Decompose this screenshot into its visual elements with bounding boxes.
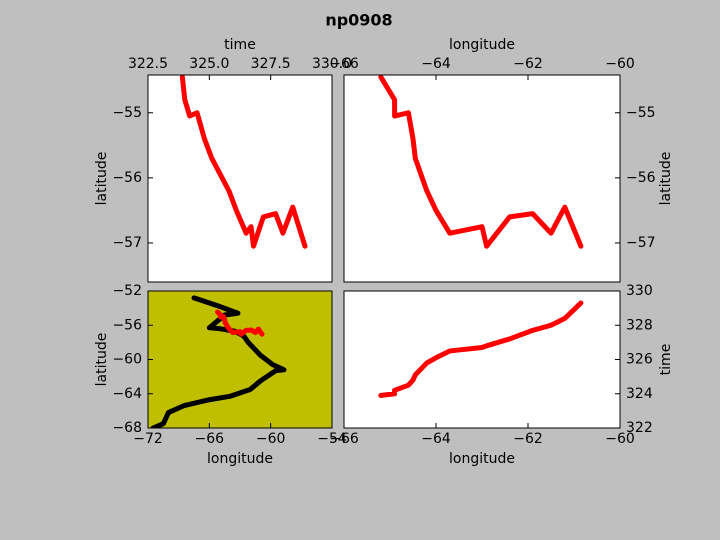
y-tick-label: 330 xyxy=(626,283,653,299)
y-axis-label: latitude xyxy=(658,152,674,206)
y-tick-label: −60 xyxy=(112,352,142,368)
y-tick-label: −57 xyxy=(112,235,142,251)
x-tick-label: 327.5 xyxy=(251,56,291,72)
plot-area xyxy=(179,75,308,249)
x-axis-label: longitude xyxy=(207,451,273,467)
y-tick-label: −56 xyxy=(112,317,142,333)
x-tick-label: −66 xyxy=(329,56,359,72)
x-axis-label: time xyxy=(224,37,256,53)
x-tick-label: −62 xyxy=(513,431,543,447)
track-line xyxy=(179,75,308,249)
x-tick-label: 330.0 xyxy=(312,56,352,72)
figure-title: np0908 xyxy=(325,11,392,30)
y-tick-label: −64 xyxy=(112,386,142,402)
plot-area xyxy=(378,75,584,249)
y-axis-label: latitude xyxy=(94,152,110,206)
y-tick-label: 322 xyxy=(626,420,653,436)
x-tick-label: −64 xyxy=(421,56,451,72)
y-tick-label: −52 xyxy=(112,283,142,299)
x-axis-label: longitude xyxy=(449,37,515,53)
y-tick-label: −57 xyxy=(626,235,656,251)
y-tick-label: 328 xyxy=(626,317,653,333)
plot-area xyxy=(378,300,584,398)
y-tick-label: −68 xyxy=(112,420,142,436)
axes-background xyxy=(344,291,620,428)
x-tick-label: −66 xyxy=(195,431,225,447)
axes-frame xyxy=(343,74,621,283)
plot-area xyxy=(150,295,287,428)
x-tick-label: 325.0 xyxy=(189,56,229,72)
y-tick-label: 326 xyxy=(626,352,653,368)
x-tick-label: −66 xyxy=(329,431,359,447)
x-tick-label: −54 xyxy=(317,431,347,447)
y-tick-label: −56 xyxy=(626,170,656,186)
y-tick-label: 324 xyxy=(626,386,653,402)
y-tick-label: −55 xyxy=(626,105,656,121)
y-tick-label: −56 xyxy=(112,170,142,186)
axes-frame xyxy=(147,74,333,283)
x-tick-label: −64 xyxy=(421,431,451,447)
y-axis-label: time xyxy=(658,344,674,376)
axes-background xyxy=(148,75,332,282)
x-tick-label: −60 xyxy=(605,431,635,447)
x-tick-label: −60 xyxy=(605,56,635,72)
x-tick-label: −60 xyxy=(256,431,286,447)
x-tick-label: −62 xyxy=(513,56,543,72)
x-tick-label: −72 xyxy=(133,431,163,447)
x-tick-label: 322.5 xyxy=(128,56,168,72)
y-axis-label: latitude xyxy=(94,333,110,387)
track-line xyxy=(378,75,584,249)
track-line xyxy=(378,300,584,398)
x-axis-label: longitude xyxy=(449,451,515,467)
y-tick-label: −55 xyxy=(112,105,142,121)
axes-background xyxy=(344,75,620,282)
track-line xyxy=(215,309,265,337)
